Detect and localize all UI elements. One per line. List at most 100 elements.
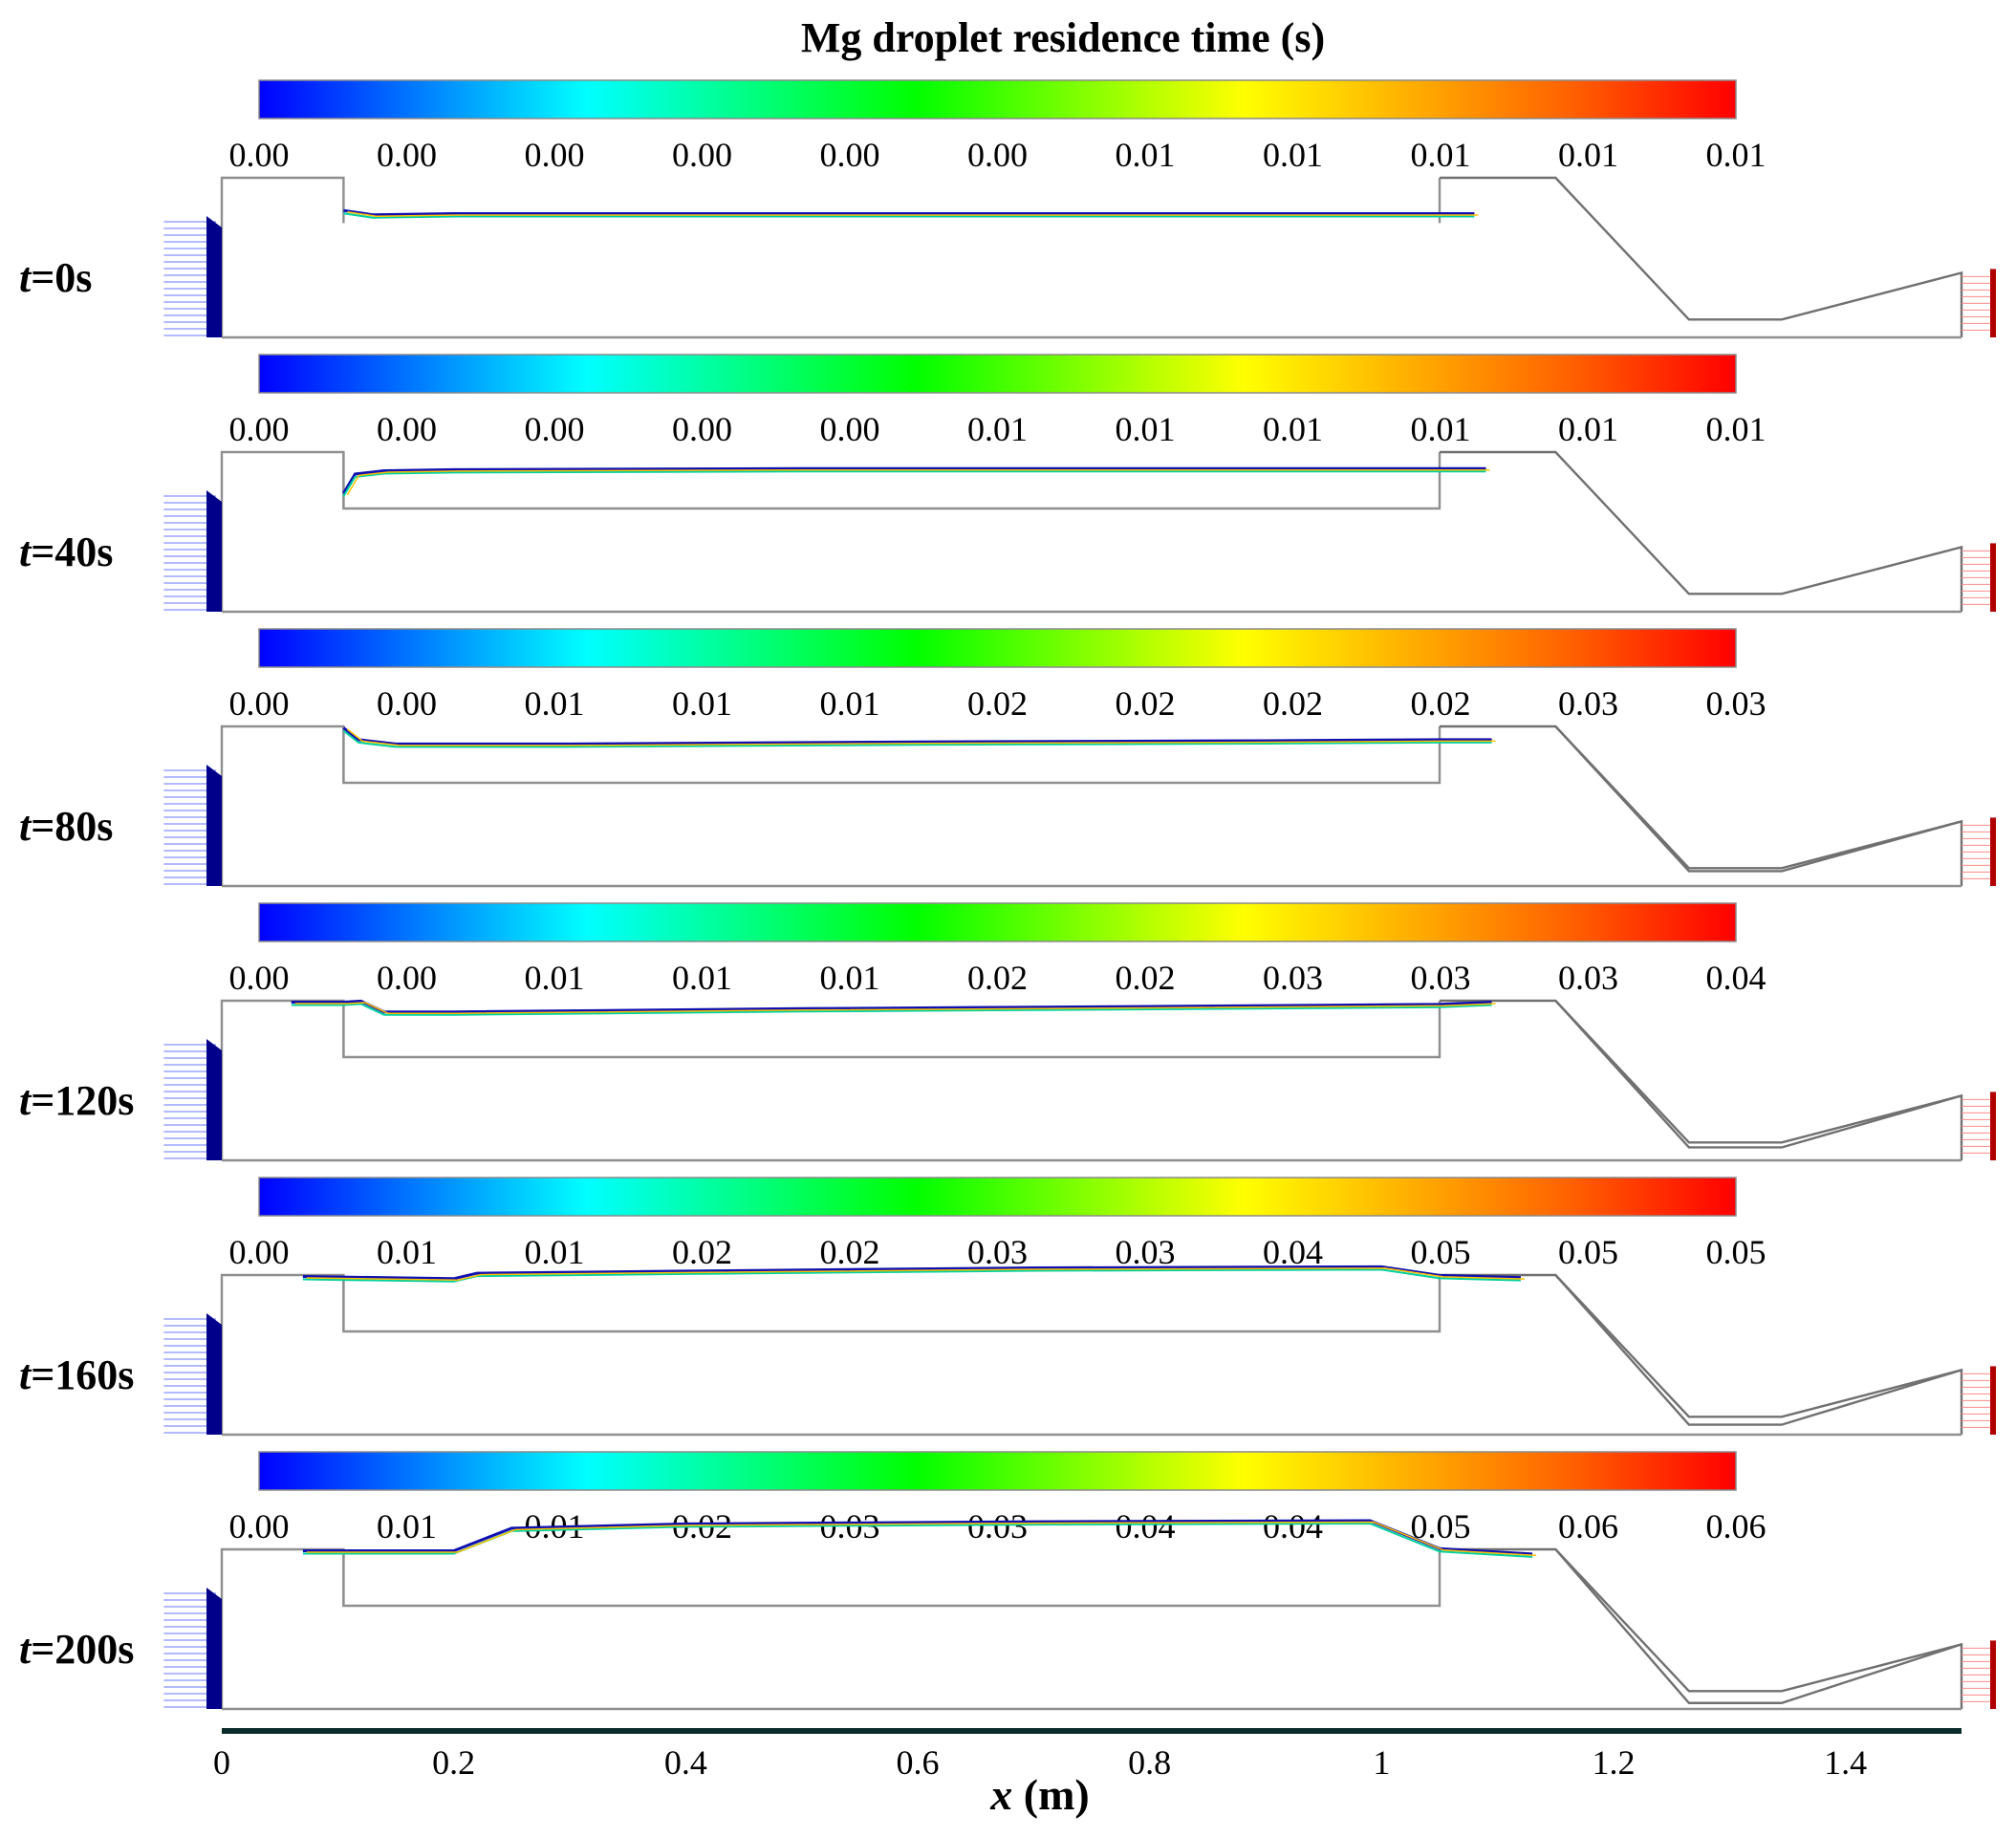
colorbar-tick-label: 0.02 [967,959,1028,997]
colorbar-tick-label: 0.01 [1411,410,1471,448]
weir-box [342,726,1442,785]
outlet-channel [1440,176,1963,337]
colorbar-tick-label: 0.03 [1558,959,1618,997]
colorbar-tick-label: 0.00 [229,1507,290,1546]
inlet-bar [206,1588,222,1709]
outlet-arrows [1962,1092,1996,1160]
colorbar [258,1451,1737,1491]
outlet-bar [1990,269,1996,337]
outlet-channel [1440,999,1963,1160]
colorbar-tick-label: 0.02 [1263,684,1323,723]
time-label-value: =120s [31,1077,134,1124]
x-axis-label-var: x [989,1770,1012,1819]
interface-contour [342,466,1490,497]
interface-line-orange [294,1002,1496,1014]
colorbar-tick-label: 0.01 [1706,410,1767,448]
time-label-value: =40s [31,529,113,575]
colorbar-tick-label: 0.00 [229,136,290,174]
inlet-bar [206,1039,222,1160]
colorbar-tick-label: 0.02 [820,1233,880,1271]
inlet-bar [206,216,222,337]
colorbar-tick-label: 0.00 [525,136,585,174]
time-label: t=0s [19,254,92,301]
outlet-channel [1440,450,1963,612]
colorbar-tick-label: 0.01 [820,684,880,723]
colorbar-tick-label: 0.04 [1263,1233,1323,1271]
time-label-value: =160s [31,1351,134,1398]
colorbar-tick-label: 0.05 [1411,1507,1471,1546]
weir-box [342,1001,1442,1059]
x-tick-label: 0.4 [664,1743,707,1782]
interface-line-orange [346,469,1490,496]
colorbar-tick-label: 0.01 [525,959,585,997]
interface-line-cyan [342,470,1486,497]
outlet-channel-inner [1554,1274,1962,1426]
time-label-var: t [19,1626,33,1673]
x-tick-label: 1.4 [1824,1743,1867,1782]
colorbar-tick-label: 0.03 [967,1233,1028,1271]
colorbar [258,1177,1737,1217]
x-tick-label: 1 [1373,1743,1390,1782]
inlet-arrows [163,216,222,337]
colorbar-tick-label: 0.01 [525,1233,585,1271]
colorbar-tick-label: 0.00 [377,410,437,448]
outlet-channel [1440,724,1963,886]
x-tick-labels: 0 0.2 0.4 0.6 0.8 1 1.2 1.4 [213,1743,1867,1782]
interface-line-orange [346,728,1496,746]
colorbar-tick-label: 0.00 [820,410,880,448]
colorbar-tick-label: 0.00 [229,1233,290,1271]
colorbar-tick-label: 0.01 [1116,136,1176,174]
colorbar-tick-label: 0.01 [967,410,1028,448]
outlet-arrows [1962,1640,1996,1709]
x-tick-label: 0.2 [432,1743,475,1782]
panel-2: 0.00 0.00 0.01 0.01 0.01 0.02 0.02 0.02 0.02 0.03… [19,628,1996,888]
outlet-channel-inner [1554,725,1962,873]
inlet-arrows [163,1588,222,1709]
colorbar-tick-label: 0.01 [377,1507,437,1546]
colorbar-tick-label: 0.01 [1263,410,1323,448]
outlet-channel [1440,1547,1963,1709]
interface-line-dark [291,999,1492,1014]
inlet-arrows [163,765,222,886]
time-label-var: t [19,1077,33,1124]
x-tick-label: 1.2 [1593,1743,1636,1782]
geometry [163,1273,1996,1437]
colorbar-tick-label: 0.02 [1116,684,1176,723]
colorbar-tick-label: 0.00 [229,959,290,997]
panel-3: 0.00 0.00 0.01 0.01 0.01 0.02 0.02 0.03 0.03 0.03… [19,902,1996,1162]
left-wall [220,450,345,612]
geometry [163,1547,1996,1711]
panel-1: 0.00 0.00 0.00 0.00 0.00 0.01 0.01 0.01 0.01 0.01… [19,354,1996,614]
inlet-bar [206,1313,222,1435]
colorbar-tick-label: 0.03 [967,1507,1028,1546]
colorbar-tick-label: 0.02 [672,1233,732,1271]
inlet-bar [206,765,222,886]
colorbar-tick-label: 0.03 [1558,684,1618,723]
weir-box [342,452,1442,510]
outlet-bar [1990,543,1996,612]
outlet-channel-inner [1554,1000,1962,1149]
x-axis-label-unit: (m) [1012,1770,1089,1819]
interface-line-orange [306,1521,1537,1557]
time-label-var: t [19,529,33,575]
colorbar-tick-label: 0.05 [1706,1233,1767,1271]
geometry [163,176,1996,339]
colorbar-ticks: 0.00 0.00 0.00 0.00 0.00 0.00 0.01 0.01 0.01 0.01… [229,136,1767,174]
colorbar-tick-label: 0.01 [1558,410,1618,448]
chart-title: Mg droplet residence time (s) [801,14,1325,61]
colorbar-tick-label: 0.01 [1116,410,1176,448]
geometry [163,724,1996,888]
outlet-bar [1990,1366,1996,1435]
colorbar-tick-label: 0.02 [1411,684,1471,723]
x-tick-label: 0.8 [1128,1743,1171,1782]
colorbar-tick-label: 0.04 [1263,1507,1323,1546]
time-label: t=120s [19,1077,134,1124]
colorbar-tick-label: 0.00 [672,136,732,174]
interface-line-dark [342,726,1492,746]
colorbar [258,354,1737,394]
colorbar-tick-label: 0.00 [525,410,585,448]
outlet-bar [1990,817,1996,886]
colorbar-tick-label: 0.01 [1706,136,1767,174]
colorbar-tick-label: 0.01 [672,959,732,997]
